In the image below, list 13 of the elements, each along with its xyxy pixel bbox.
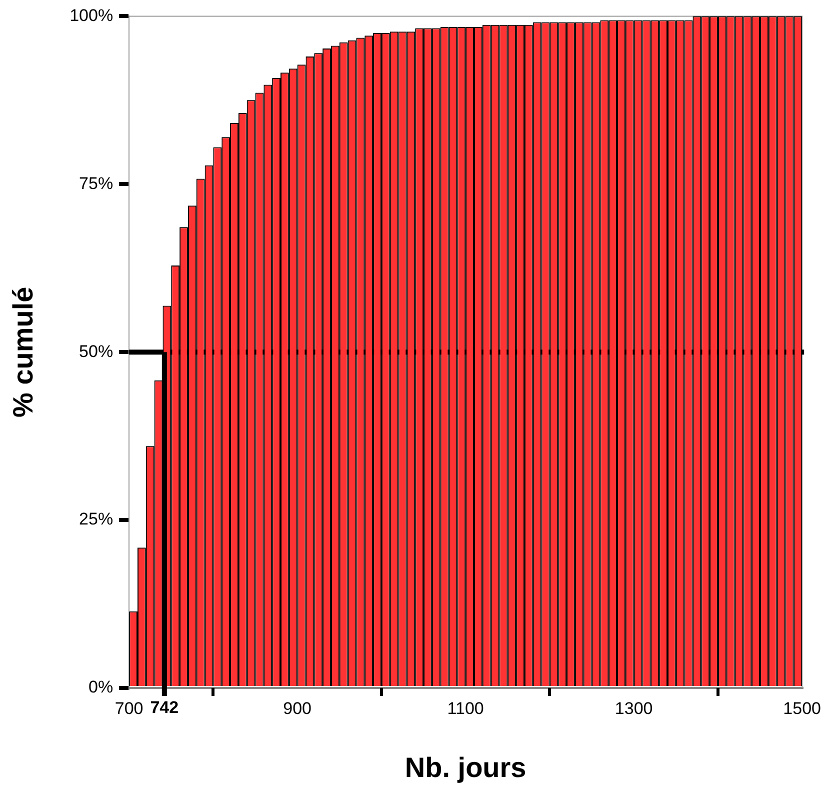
y-tick-label: 75% (79, 174, 114, 193)
y-tick-label: 50% (79, 342, 114, 361)
x-tick-label: 1300 (614, 698, 653, 718)
y-tick-label: 25% (79, 510, 114, 529)
x-tick-label: 1100 (447, 698, 484, 718)
y-tick-label: 100% (70, 6, 114, 25)
x-tick-label: 1500 (783, 698, 822, 718)
y-axis-title: % cumulé (8, 286, 39, 418)
x-tick-label: 900 (283, 698, 312, 718)
x-axis-title: Nb. jours (404, 752, 526, 783)
x-tick-label: 700 (114, 698, 144, 718)
ref-line-label: 742 (150, 698, 179, 718)
y-tick-label: 0% (88, 678, 114, 697)
